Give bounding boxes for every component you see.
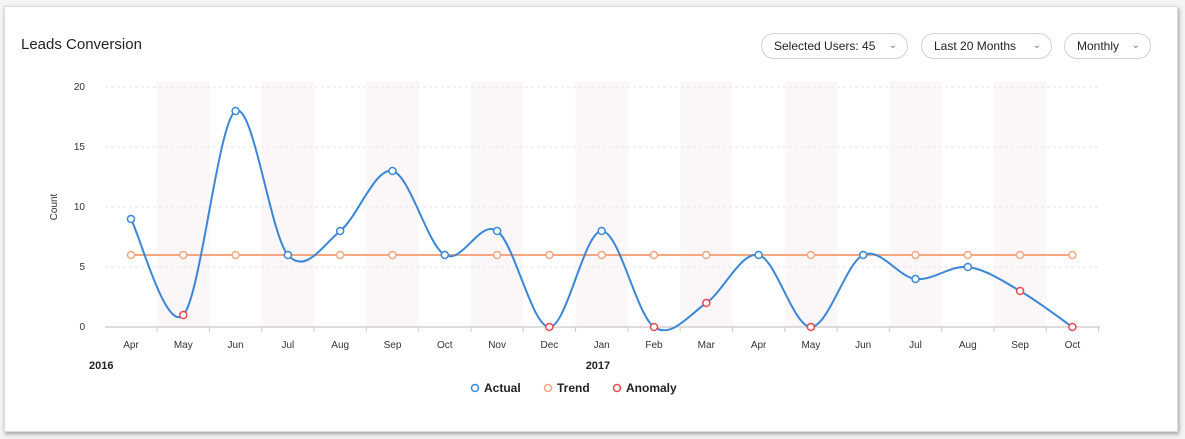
chevron-down-icon: ⌄	[888, 40, 897, 51]
trend-point	[806, 250, 816, 260]
y-tick-label: 5	[79, 262, 85, 273]
column-band	[889, 81, 942, 327]
legend-label: Actual	[484, 381, 521, 395]
year-label: 2017	[586, 360, 610, 372]
x-tick-label: Sep	[384, 340, 402, 351]
trend-point	[335, 250, 345, 260]
x-tick-label: Nov	[488, 340, 506, 351]
trend-point	[231, 250, 240, 260]
x-tick-label: May	[174, 340, 193, 351]
legend-marker	[470, 383, 480, 393]
actual-point	[335, 226, 345, 236]
anomaly-point	[806, 322, 816, 332]
actual-point	[126, 214, 136, 224]
period-label: Monthly	[1077, 39, 1120, 53]
actual-point	[388, 166, 397, 176]
year-label: 2016	[89, 360, 113, 372]
y-axis-title: Count	[49, 193, 60, 220]
actual-point	[858, 250, 868, 260]
trend-point	[911, 250, 920, 260]
actual-point	[440, 250, 450, 260]
trend-point	[492, 250, 502, 260]
trend-point	[649, 250, 659, 260]
column-band	[366, 81, 419, 327]
anomaly-point	[1068, 322, 1077, 332]
x-tick-label: Apr	[123, 340, 139, 351]
period-dropdown[interactable]: Monthly ⌄	[1064, 33, 1151, 59]
actual-point	[963, 262, 973, 272]
x-tick-label: Feb	[645, 340, 663, 351]
x-tick-label: Oct	[437, 340, 453, 351]
actual-line	[130, 109, 1073, 332]
y-tick-label: 10	[74, 202, 86, 213]
trend-point	[126, 250, 136, 260]
trend-point	[597, 250, 606, 260]
column-band	[993, 81, 1047, 327]
chevron-down-icon: ⌄	[1032, 40, 1041, 51]
chevron-down-icon: ⌄	[1131, 40, 1140, 51]
legend-label: Trend	[557, 381, 590, 395]
anomaly-point	[649, 322, 659, 332]
actual-point	[492, 226, 502, 236]
actual-point	[911, 274, 920, 284]
trend-point	[1068, 250, 1077, 260]
legend-label: Anomaly	[626, 381, 677, 395]
column-band	[784, 81, 838, 327]
trend-point	[702, 250, 711, 260]
trend-point	[1015, 250, 1025, 260]
y-tick-label: 0	[79, 322, 85, 333]
x-tick-label: Jun	[855, 340, 871, 351]
x-tick-label: Dec	[541, 340, 559, 351]
x-tick-label: Aug	[331, 340, 349, 351]
trend-point	[388, 250, 397, 260]
anomaly-point	[702, 298, 711, 308]
actual-point	[283, 250, 293, 260]
trend-point	[179, 250, 188, 260]
actual-point	[754, 250, 763, 260]
x-tick-label: Oct	[1065, 340, 1081, 351]
x-tick-label: Jul	[282, 340, 295, 351]
trend-point	[545, 250, 554, 260]
column-band	[680, 81, 733, 327]
anomaly-point	[1015, 286, 1025, 296]
selected-users-label: Selected Users: 45	[774, 39, 876, 53]
x-tick-label: Jul	[909, 340, 922, 351]
x-tick-label: Apr	[751, 340, 767, 351]
column-band	[157, 81, 210, 327]
date-range-dropdown[interactable]: Last 20 Months ⌄	[921, 33, 1052, 59]
date-range-label: Last 20 Months	[934, 39, 1017, 53]
x-tick-label: Aug	[959, 340, 977, 351]
trend-point	[963, 250, 973, 260]
selected-users-dropdown[interactable]: Selected Users: 45 ⌄	[761, 33, 908, 59]
legend-marker	[612, 383, 622, 393]
legend-marker	[543, 383, 553, 393]
chart-title: Leads Conversion	[21, 36, 142, 53]
x-tick-label: Jun	[228, 340, 244, 351]
y-tick-label: 20	[74, 82, 86, 93]
actual-point	[597, 226, 606, 236]
x-tick-label: May	[801, 340, 820, 351]
chart-card: Leads Conversion Selected Users: 45 ⌄ La…	[4, 6, 1178, 432]
y-tick-label: 15	[74, 142, 86, 153]
x-tick-label: Mar	[698, 340, 716, 351]
anomaly-point	[179, 310, 188, 320]
anomaly-point	[545, 322, 554, 332]
x-tick-label: Jan	[594, 340, 610, 351]
actual-point	[231, 106, 240, 116]
column-band	[470, 81, 524, 327]
line-chart: 0 5 10 15 20 Apr May Jun Jul Aug Sep Oct Nov Dec Jan Fe…	[49, 81, 1100, 395]
x-tick-label: Sep	[1011, 340, 1029, 351]
column-band	[575, 81, 628, 327]
